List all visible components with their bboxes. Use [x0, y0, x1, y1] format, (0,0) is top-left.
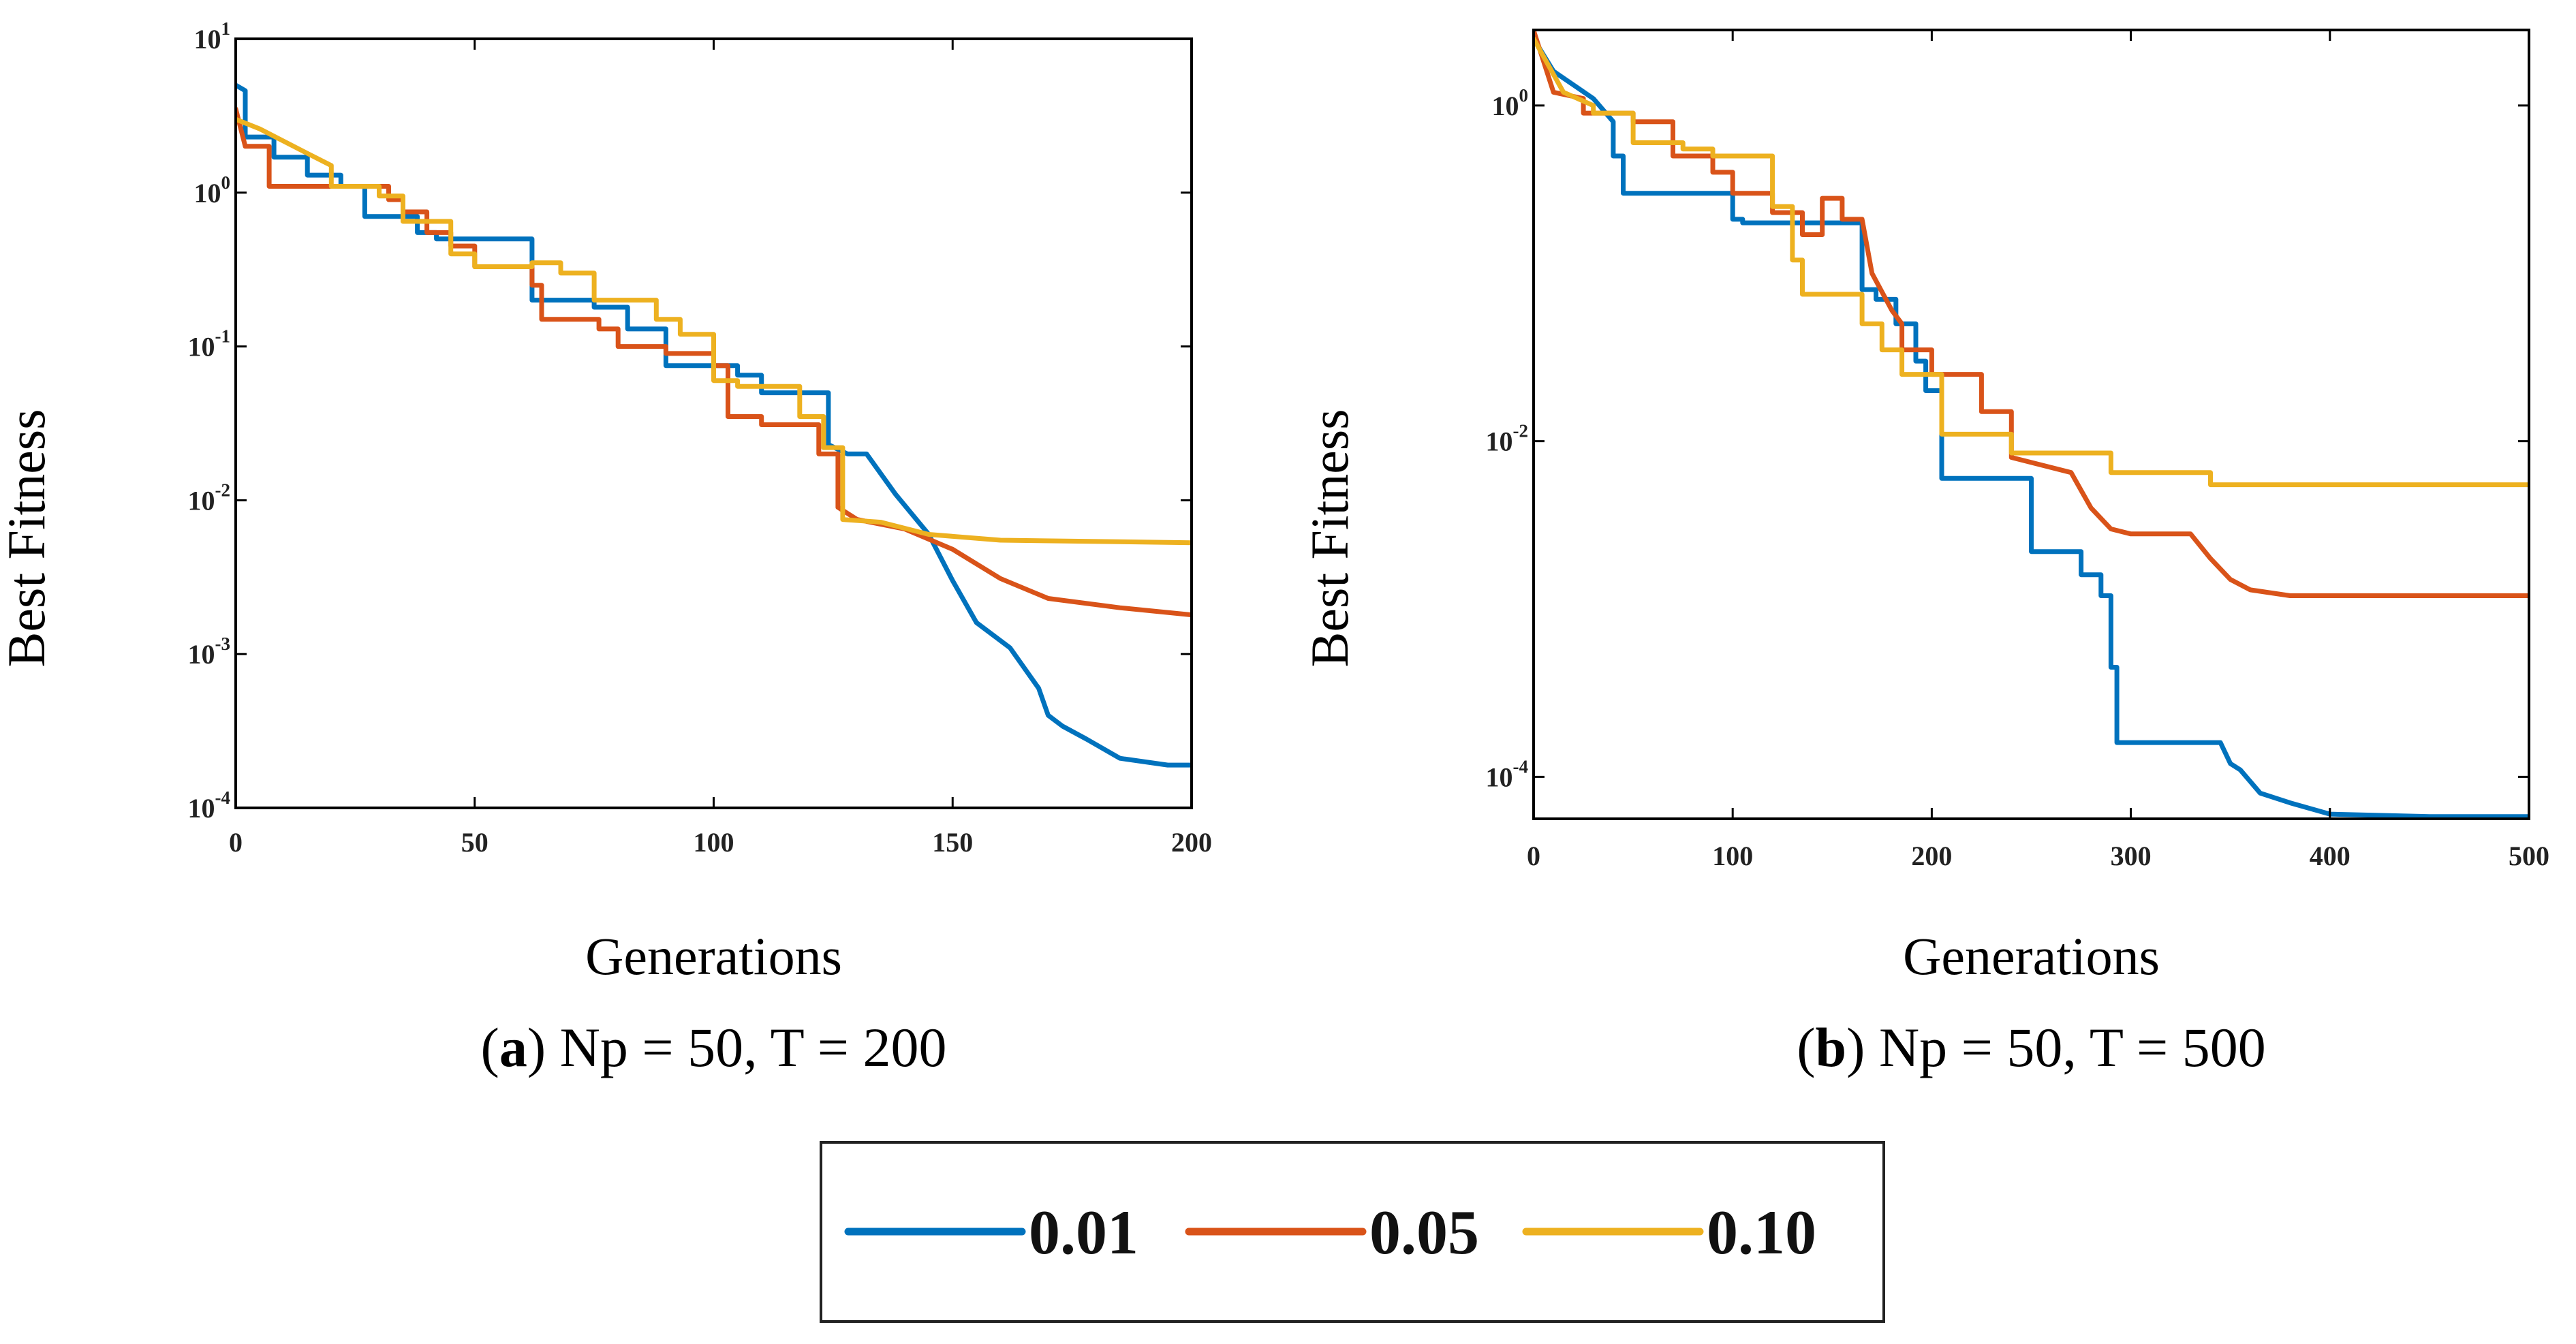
x-tick-label: 100	[694, 827, 734, 858]
y-tick-label: 10-3	[188, 634, 231, 670]
x-axis-label: Generations	[585, 926, 842, 986]
legend-label-0-01: 0.01	[1029, 1198, 1138, 1267]
chart-a: 0 50 100 150 200 101 100 10-1 10-2 10-3 10-4 Genera…	[0, 18, 1212, 1078]
legend-label-0-10: 0.10	[1707, 1198, 1816, 1267]
x-tick-label: 200	[1171, 827, 1212, 858]
subplot-caption: (a) Np = 50, T = 200	[481, 1016, 947, 1078]
x-tick-label: 500	[2509, 841, 2549, 871]
x-tick-label: 100	[1712, 841, 1753, 871]
x-tick-label: 300	[2111, 841, 2152, 871]
y-tick-label: 100	[194, 172, 231, 208]
x-axis-label: Generations	[1903, 926, 2160, 986]
x-tick-label: 0	[229, 827, 243, 858]
y-tick-label: 100	[1492, 85, 1529, 121]
plot-frame	[234, 37, 1193, 809]
x-tick-label: 200	[1911, 841, 1952, 871]
series-line-0-10	[1534, 36, 2529, 488]
series-line-0-01	[1534, 36, 2529, 819]
x-tick-label: 0	[1527, 841, 1540, 871]
y-axis-label: Best Fitness	[0, 409, 56, 667]
legend: 0.01 0.05 0.10	[820, 1141, 1885, 1323]
x-tick-label: 150	[932, 827, 973, 858]
series-line-0-10	[236, 116, 1192, 546]
y-tick-label: 101	[194, 18, 231, 54]
series-line-0-01	[236, 82, 1192, 768]
x-tick-label: 400	[2310, 841, 2350, 871]
y-tick-label: 10-4	[1486, 756, 1529, 792]
y-tick-label: 10-4	[188, 787, 231, 824]
plot-frame	[1532, 29, 2530, 820]
x-tick-label: 50	[461, 827, 488, 858]
y-tick-label: 10-2	[188, 480, 231, 516]
legend-label-0-05: 0.05	[1369, 1198, 1479, 1267]
chart-b: 0 100 200 300 400 500 100 10-2 10-4 Generations Be…	[1300, 29, 2549, 1078]
y-tick-label: 10-2	[1486, 421, 1529, 457]
subplot-caption: (b) Np = 50, T = 500	[1797, 1016, 2266, 1078]
y-tick-label: 10-1	[188, 326, 231, 362]
y-axis-label: Best Fitness	[1300, 409, 1359, 667]
